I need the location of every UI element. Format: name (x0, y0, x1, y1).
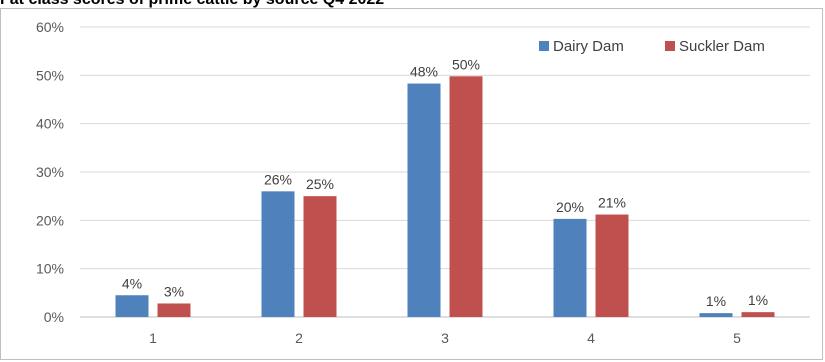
y-tick-label: 50% (36, 67, 64, 83)
data-label: 26% (264, 171, 292, 187)
bar-suckler-dam-1 (157, 303, 191, 317)
data-label: 25% (306, 176, 334, 192)
data-label: 4% (122, 275, 142, 291)
legend-swatch (665, 41, 675, 51)
bars (115, 76, 775, 317)
x-tick-label: 4 (587, 330, 595, 346)
data-label: 50% (452, 56, 480, 72)
bar-suckler-dam-5 (741, 312, 775, 317)
x-tick-label: 1 (149, 330, 157, 346)
bar-suckler-dam-2 (303, 196, 337, 317)
data-label: 21% (598, 195, 626, 211)
y-tick-label: 30% (36, 164, 64, 180)
y-tick-label: 10% (36, 261, 64, 277)
chart-title: Fat class scores of prime cattle by sour… (0, 0, 384, 9)
x-tick-label: 3 (441, 330, 449, 346)
y-tick-label: 20% (36, 212, 64, 228)
legend: Dairy Dam Suckler Dam (539, 38, 765, 55)
bar-suckler-dam-4 (595, 214, 629, 317)
bar-dairy-dam-3 (407, 83, 441, 317)
y-tick-label: 40% (36, 116, 64, 132)
bar-dairy-dam-4 (553, 218, 587, 317)
gridlines (80, 26, 810, 270)
x-tick-label: 5 (733, 330, 741, 346)
data-labels: 4% 3% 26% 25% 48% 50% 20% 21% 1% 1% (122, 56, 768, 309)
bar-suckler-dam-3 (449, 76, 483, 317)
y-tick-label: 0% (44, 309, 64, 325)
data-label: 20% (556, 199, 584, 215)
data-label: 1% (706, 293, 726, 309)
y-tick-label: 60% (36, 19, 64, 35)
bar-dairy-dam-2 (261, 191, 295, 317)
data-label: 48% (410, 64, 438, 80)
data-label: 1% (748, 292, 768, 308)
chart-frame (0, 8, 823, 360)
bar-dairy-dam-1 (115, 295, 149, 317)
bar-dairy-dam-5 (699, 313, 733, 317)
legend-label: Suckler Dam (679, 38, 765, 55)
legend-label: Dairy Dam (553, 38, 624, 55)
data-label: 3% (164, 283, 184, 299)
axes: 0% 10% 20% 30% 40% 50% 60% 1 2 3 4 5 (36, 19, 810, 346)
legend-swatch (539, 41, 549, 51)
x-tick-label: 2 (295, 330, 303, 346)
